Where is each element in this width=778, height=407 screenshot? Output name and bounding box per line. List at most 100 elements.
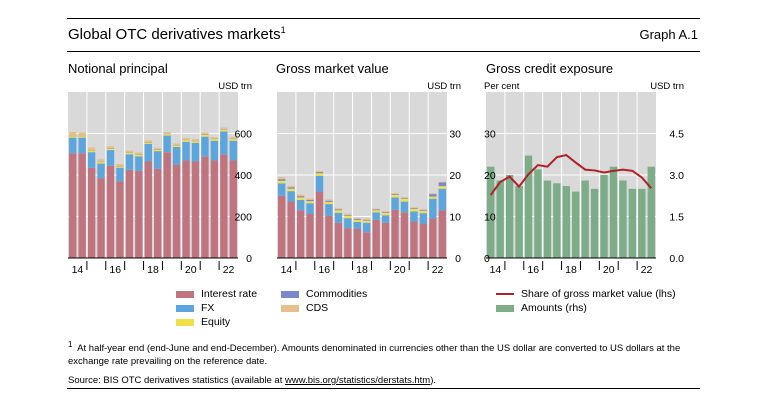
bar-fx-gmv [400, 201, 409, 213]
bar-fx-notional [210, 140, 219, 161]
bar-amounts [534, 169, 542, 258]
legend-line-share [496, 293, 514, 296]
bar-interest-rate-notional [78, 153, 86, 258]
bar-fx-notional [182, 141, 190, 161]
bar-interest-rate-notional [87, 167, 96, 258]
y-tick-label-right: 0.0 [669, 253, 684, 265]
panel-title-notional: Notional principal [68, 61, 168, 76]
bar-interest-rate-notional [106, 165, 115, 258]
bar-equity-notional [182, 140, 190, 142]
bar-cds-notional [125, 150, 134, 153]
bar-interest-rate-notional [191, 161, 200, 258]
bar-cds-notional [78, 132, 86, 136]
bar-fx-notional [154, 151, 162, 169]
bar-fx-gmv [419, 213, 428, 224]
bar-fx-gmv [438, 188, 446, 211]
legend-swatch-amounts [496, 304, 514, 312]
bar-amounts [619, 180, 627, 258]
bar-equity-gmv [438, 186, 446, 189]
bar-equity-notional [154, 149, 162, 152]
bar-fx-gmv [381, 215, 390, 223]
bar-fx-notional [97, 163, 105, 179]
bar-interest-rate-gmv [429, 218, 437, 258]
legend-swatch-fx [176, 304, 194, 312]
bar-interest-rate-notional [201, 156, 209, 258]
legend-cds: CDS [281, 302, 328, 314]
bar-equity-notional [106, 148, 115, 151]
y-tick-label-gmv: 0 [455, 253, 461, 265]
bar-cds-gmv [296, 194, 305, 197]
bar-equity-notional [97, 162, 105, 164]
bar-cds-gmv [278, 177, 286, 180]
bar-equity-gmv [381, 212, 390, 216]
bar-interest-rate-notional [220, 154, 228, 258]
bar-commodities-gmv [344, 214, 352, 216]
footnote: 1 At half-year end (end-June and end-Dec… [68, 340, 681, 368]
y-tick-label-left: 0 [484, 253, 490, 265]
bar-cds-notional [182, 137, 190, 140]
legend-swatch-cds [281, 304, 299, 312]
bar-fx-gmv [372, 212, 380, 220]
bar-interest-rate-gmv [391, 209, 399, 258]
bar-interest-rate-notional [144, 161, 152, 258]
chart-title: Global OTC derivatives markets1 [68, 25, 286, 43]
bar-commodities-gmv [391, 194, 399, 195]
bar-equity-notional [210, 139, 219, 141]
bar-cds-gmv [344, 213, 352, 215]
line-share [489, 154, 653, 196]
legend-fx: FX [176, 302, 214, 314]
bar-amounts [553, 183, 561, 258]
bar-fx-notional [87, 152, 96, 168]
bar-equity-notional [144, 142, 152, 144]
bar-commodities-gmv [400, 197, 409, 199]
bar-interest-rate-notional [125, 169, 134, 258]
panel-title-gce: Gross credit exposure [486, 61, 614, 76]
bar-cds-notional [163, 132, 171, 134]
bar-equity-gmv [296, 197, 305, 200]
bar-cds-notional [191, 139, 200, 141]
bar-cds-gmv [334, 208, 343, 210]
bar-amounts [496, 180, 504, 258]
source-link[interactable]: www.bis.org/statistics/derstats.htm [285, 375, 431, 386]
bar-fx-gmv [334, 212, 343, 223]
x-tick-label-gmv: 18 [356, 264, 368, 276]
x-tick-label-gce: 18 [565, 264, 577, 276]
x-tick-label-gmv: 20 [394, 264, 406, 276]
bar-equity-notional [220, 129, 228, 132]
bar-amounts [515, 186, 523, 258]
bar-fx-gmv [296, 199, 305, 211]
bar-fx-notional [125, 154, 134, 170]
bar-fx-gmv [278, 183, 286, 196]
bar-commodities-gmv [353, 218, 361, 220]
bar-cds-gmv [363, 218, 371, 220]
bar-interest-rate-notional [116, 181, 124, 258]
legend-commodities: Commodities [281, 288, 367, 300]
bar-amounts [600, 175, 608, 258]
bar-interest-rate-notional [154, 168, 162, 258]
bar-fx-gmv [306, 203, 314, 215]
y-tick-label-notional: 600 [234, 129, 252, 141]
x-tick-label-gce: 16 [527, 264, 539, 276]
bar-cds-notional [69, 131, 77, 136]
legend-amounts: Amounts (rhs) [496, 302, 587, 314]
bar-equity-gmv [372, 210, 380, 213]
bar-cds-notional [116, 164, 124, 167]
bar-amounts [562, 186, 570, 258]
bar-fx-gmv [325, 204, 333, 216]
bar-equity-notional [87, 150, 96, 153]
bar-equity-notional [191, 141, 200, 143]
bar-equity-gmv [400, 198, 409, 202]
x-tick-label-notional: 22 [223, 264, 235, 276]
y-tick-label-right: 4.5 [669, 129, 684, 141]
bar-commodities-gmv [315, 172, 324, 174]
graph-id: Graph A.1 [639, 27, 698, 42]
bar-interest-rate-gmv [278, 195, 286, 258]
bar-equity-gmv [429, 196, 437, 199]
bar-interest-rate-gmv [334, 222, 343, 258]
bar-cds-gmv [315, 170, 324, 173]
bar-interest-rate-gmv [306, 214, 314, 258]
bar-fx-notional [106, 150, 115, 166]
bar-amounts [487, 166, 495, 258]
panel-title-gmv: Gross market value [276, 61, 389, 76]
